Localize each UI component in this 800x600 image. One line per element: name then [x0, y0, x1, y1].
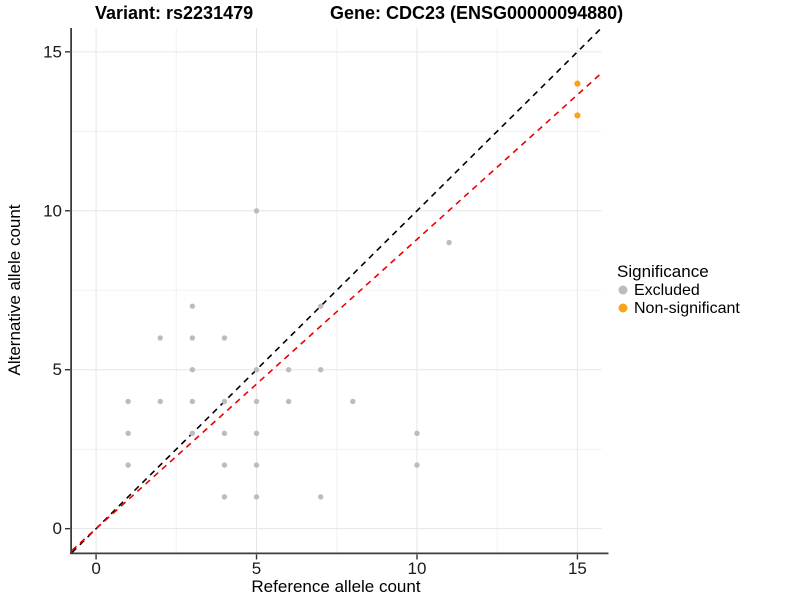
data-point-excluded [253, 430, 260, 436]
data-point-excluded [253, 208, 260, 214]
y-tick-label: 10 [43, 201, 62, 220]
legend-item-non-significant: Non-significant [618, 300, 740, 317]
data-point-excluded [253, 494, 260, 500]
data-point-excluded [125, 398, 131, 405]
data-point-excluded [157, 335, 163, 341]
data-point-excluded [318, 303, 324, 309]
data-point-excluded [221, 335, 228, 341]
x-axis-title: Reference allele count [251, 577, 420, 596]
y-tick-label: 15 [43, 42, 62, 61]
reference-lines [71, 27, 603, 554]
y-axis-title: Alternative allele count [5, 204, 24, 375]
x-tick-label: 0 [91, 559, 100, 578]
data-point-excluded [318, 494, 324, 500]
data-point-excluded [157, 398, 163, 405]
legend-title: Significance [617, 262, 709, 281]
data-point-excluded [189, 367, 196, 373]
data-point-excluded [125, 430, 131, 436]
data-point-excluded [189, 335, 196, 341]
data-point-non-significant [574, 112, 581, 119]
data-point-excluded [350, 398, 356, 405]
data-points [125, 80, 581, 500]
data-point-excluded [189, 398, 196, 405]
legend-item-excluded: Excluded [618, 282, 700, 299]
axes: 0 5 10 15 0 5 10 15 [43, 28, 609, 578]
y-tick-label: 5 [53, 360, 62, 379]
regression-line [71, 72, 603, 551]
data-point-excluded [189, 430, 196, 436]
excluded-dot-icon [618, 285, 628, 295]
data-point-excluded [221, 398, 228, 405]
y-tick-label: 0 [53, 519, 62, 538]
identity-line [71, 27, 603, 554]
data-point-excluded [285, 398, 292, 405]
x-tick-label: 5 [252, 559, 261, 578]
data-point-excluded [221, 430, 228, 436]
plot-title-variant: Variant: rs2231479 [95, 3, 253, 23]
legend: Significance Excluded Non-significant [617, 262, 740, 317]
data-point-excluded [253, 367, 260, 373]
data-point-excluded [253, 462, 260, 468]
x-tick-label: 15 [568, 559, 587, 578]
data-point-excluded [125, 462, 131, 468]
data-point-excluded [414, 462, 420, 468]
data-point-excluded [221, 462, 228, 468]
data-point-excluded [414, 430, 420, 436]
data-point-excluded [221, 494, 228, 500]
legend-item-label: Non-significant [634, 300, 740, 317]
gridlines [72, 28, 602, 553]
data-point-excluded [285, 367, 292, 373]
legend-item-label: Excluded [634, 282, 700, 299]
non-significant-dot-icon [618, 303, 628, 313]
plot-title-gene: Gene: CDC23 (ENSG00000094880) [330, 3, 623, 23]
x-tick-label: 10 [408, 559, 427, 578]
data-point-excluded [446, 239, 452, 246]
data-point-excluded [318, 367, 324, 373]
data-point-excluded [253, 398, 260, 405]
data-point-non-significant [574, 80, 581, 87]
data-point-excluded [189, 303, 196, 309]
